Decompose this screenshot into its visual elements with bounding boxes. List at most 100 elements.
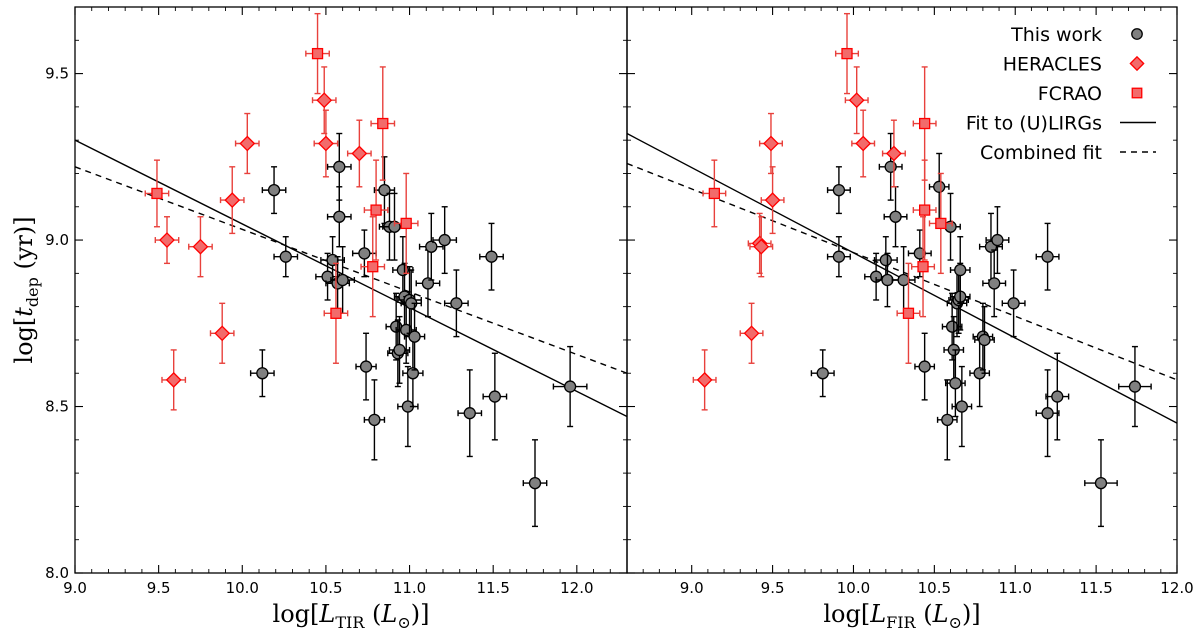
circle-marker	[954, 263, 967, 277]
circle-marker	[988, 277, 1001, 290]
data-point	[457, 369, 483, 458]
circle-marker	[978, 333, 991, 347]
data-point	[522, 439, 548, 528]
circle-marker	[832, 183, 846, 197]
legend-label: Fit to (U)LIRGs	[966, 113, 1102, 135]
data-point	[323, 262, 349, 364]
data-point	[851, 109, 876, 178]
circle-marker	[488, 390, 502, 403]
left-x-axis-label: log[LTIR (L⊙)]	[273, 600, 430, 632]
data-point	[249, 349, 275, 398]
legend-label: This work	[1010, 24, 1102, 46]
data-point	[395, 295, 417, 364]
circle-marker	[359, 360, 373, 373]
legend: This work HERACLES FCRAO Fit to (U)LIRGs Com…	[966, 24, 1156, 164]
circle-marker	[897, 273, 910, 287]
data-point	[1084, 439, 1118, 528]
circle-marker	[941, 413, 954, 426]
data-point	[760, 166, 785, 235]
circle-marker	[425, 240, 438, 253]
circle-marker	[563, 380, 577, 393]
square-marker	[370, 204, 382, 216]
data-point	[388, 315, 411, 384]
data-point	[810, 349, 835, 398]
data-point	[1035, 369, 1060, 458]
data-point	[188, 216, 213, 278]
data-point	[393, 172, 419, 275]
circle-marker	[1041, 250, 1054, 263]
x-tick-label: 9.5	[761, 579, 785, 597]
right-x-axis-label: log[LFIR (L⊙)]	[823, 600, 980, 632]
circle-marker	[945, 320, 959, 333]
data-point	[883, 186, 908, 248]
data-point	[692, 349, 717, 411]
data-point	[355, 332, 377, 401]
data-point	[479, 222, 504, 291]
circle-marker	[438, 233, 451, 247]
data-point	[936, 379, 958, 461]
diamond-marker	[224, 192, 241, 209]
data-point	[261, 166, 287, 215]
legend-label: Combined fit	[980, 142, 1102, 164]
circle-marker	[256, 367, 269, 380]
diamond-marker	[855, 135, 872, 152]
left-ticks: 9.0 9.5 10.0 10.5 11.0 11.5 12.0 8.0 8.5 9.0 9.5	[45, 7, 627, 597]
x-tick-label: 9.0	[63, 579, 87, 597]
circle-marker	[463, 407, 476, 420]
circle-marker	[333, 210, 346, 223]
data-point	[978, 212, 1003, 281]
diamond-marker	[316, 92, 333, 109]
x-tick-label: 12.0	[560, 579, 593, 597]
x-tick-label: 10.5	[918, 579, 951, 597]
diamond-marker	[214, 325, 231, 342]
data-point	[234, 112, 260, 175]
left-series-fcrao	[144, 12, 419, 364]
diamond-marker	[753, 238, 770, 255]
data-point	[826, 166, 851, 215]
x-tick-label: 11.0	[393, 579, 426, 597]
square-marker	[918, 117, 931, 130]
data-point	[749, 216, 774, 278]
left-axes-frame	[74, 6, 628, 574]
data-point	[914, 332, 936, 401]
x-tick-label: 9.5	[147, 579, 171, 597]
data-point	[974, 305, 995, 374]
circle-marker	[1007, 297, 1020, 310]
data-point	[326, 132, 352, 201]
diamond-marker	[848, 92, 865, 109]
diamond-marker	[159, 232, 175, 248]
circle-marker	[333, 160, 346, 173]
right-plot-area	[626, 12, 1178, 528]
right-series-this-work	[810, 132, 1152, 528]
data-point	[1001, 269, 1026, 338]
data-point	[219, 166, 245, 235]
data-point	[1118, 345, 1152, 428]
data-point	[911, 216, 936, 318]
data-point	[273, 236, 299, 278]
square-marker	[917, 261, 929, 273]
data-point	[834, 12, 860, 95]
circle-marker	[368, 413, 381, 426]
diamond-marker	[743, 325, 760, 342]
data-point	[1035, 222, 1060, 291]
data-point	[443, 269, 469, 338]
y-tick-label: 9.5	[45, 65, 69, 83]
x-tick-label: 11.5	[1079, 579, 1112, 597]
left-fit-solid	[74, 139, 628, 418]
data-point	[403, 302, 426, 371]
data-point	[928, 172, 953, 275]
circle-marker	[881, 273, 894, 287]
diamond-marker	[764, 192, 781, 209]
legend-square-marker	[1131, 87, 1143, 99]
right-series-fcrao	[702, 12, 953, 364]
circle-marker	[955, 400, 969, 413]
legend-label: HERACLES	[1003, 54, 1102, 76]
left-panel: 9.0 9.5 10.0 10.5 11.0 11.5 12.0 8.0 8.5 9.0 9.5	[45, 6, 628, 597]
data-point	[552, 345, 588, 428]
circle-marker	[949, 377, 962, 390]
square-marker	[708, 187, 721, 200]
circle-marker	[1128, 380, 1142, 393]
right-panel: 9.0 9.5 10.0 10.5 11.0 11.5 12.0	[626, 6, 1194, 597]
diamond-marker	[885, 145, 902, 162]
